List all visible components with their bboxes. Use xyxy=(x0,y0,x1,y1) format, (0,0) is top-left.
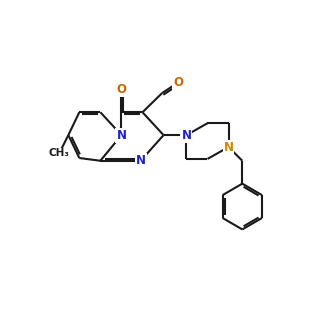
Text: O: O xyxy=(116,83,126,96)
Text: O: O xyxy=(173,76,183,89)
Text: N: N xyxy=(223,140,234,154)
Text: N: N xyxy=(136,154,146,167)
Text: N: N xyxy=(116,129,126,142)
Text: CH₃: CH₃ xyxy=(49,149,70,158)
Text: N: N xyxy=(181,129,191,142)
